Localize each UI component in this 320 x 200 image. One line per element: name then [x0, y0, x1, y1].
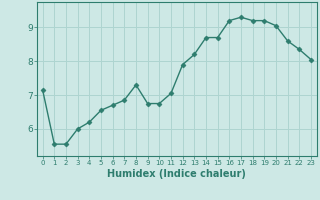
X-axis label: Humidex (Indice chaleur): Humidex (Indice chaleur): [108, 169, 246, 179]
